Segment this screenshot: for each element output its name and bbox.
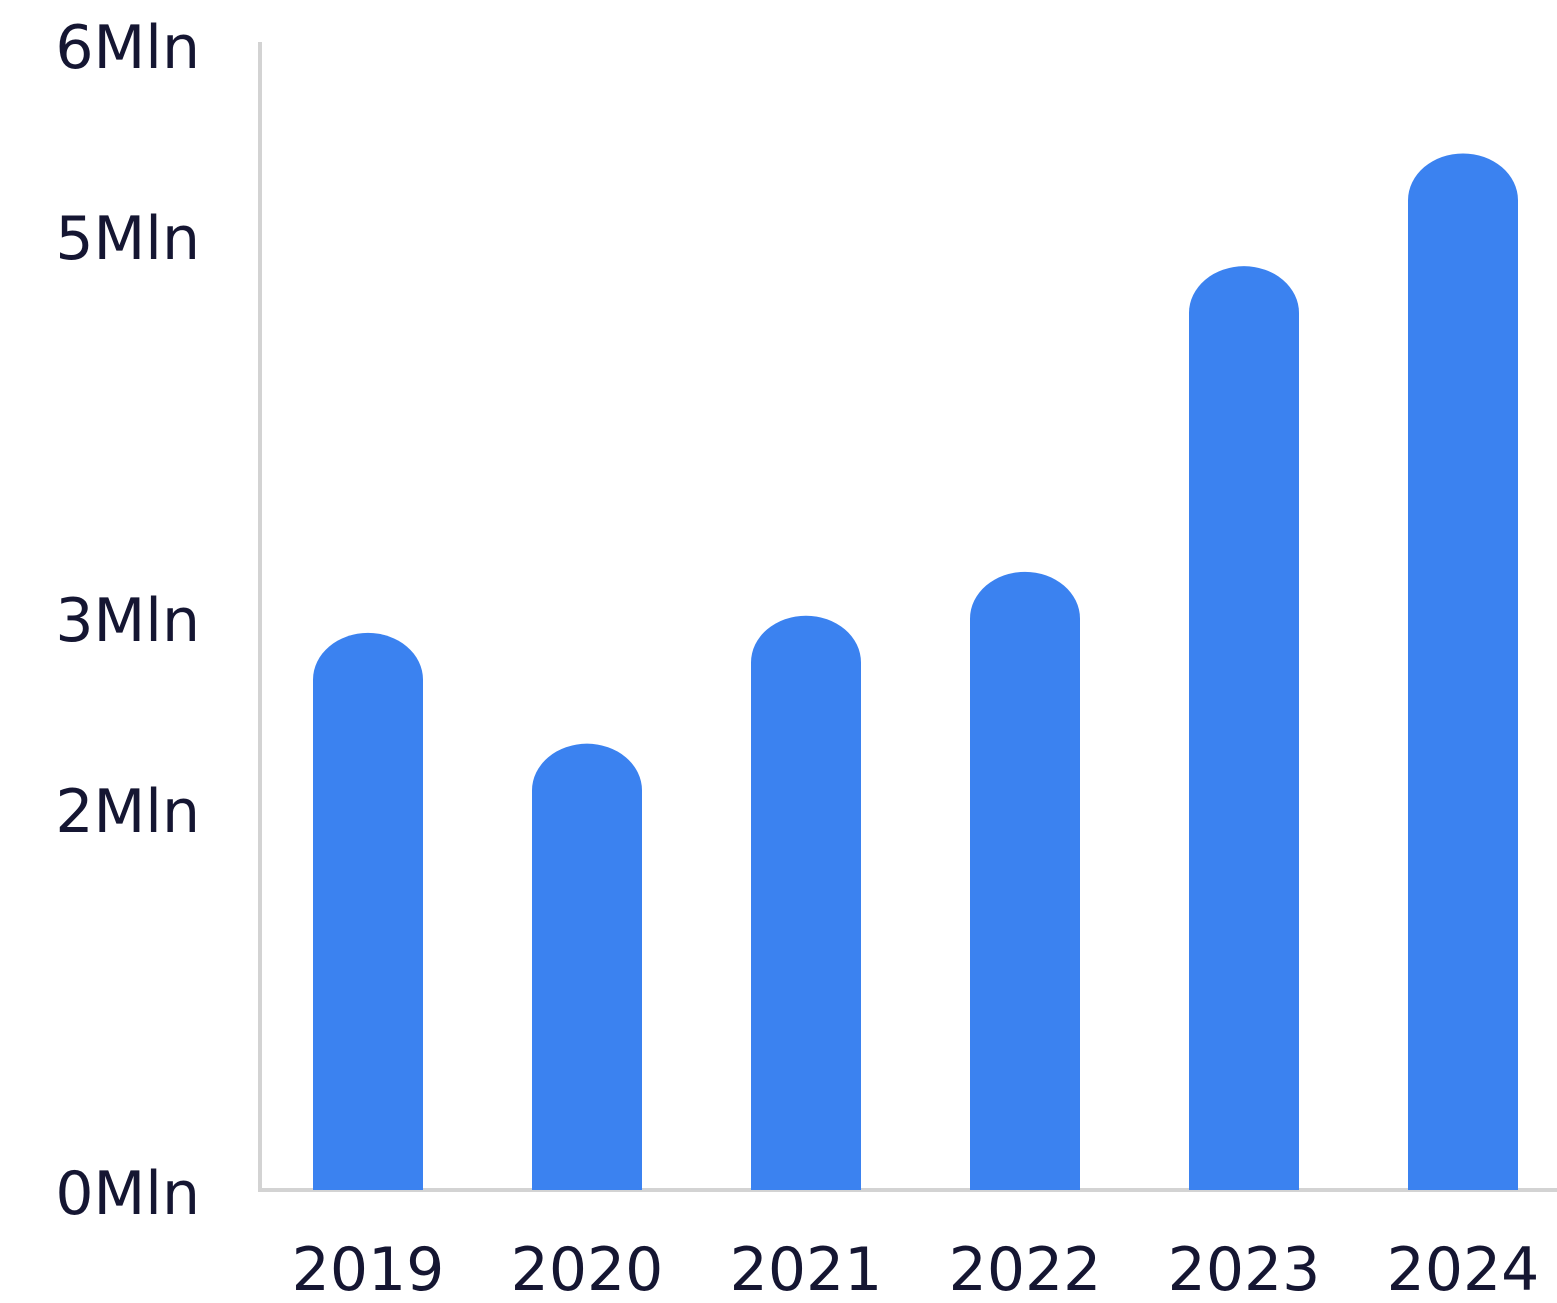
bar-2022 (970, 571, 1080, 1190)
x-axis-labels: 2019 2020 2021 2022 2023 2024 (292, 1235, 1540, 1303)
x-tick-label-2024: 2024 (1387, 1235, 1540, 1303)
y-tick-label-2: 3Mln (55, 586, 200, 656)
bar-2023 (1189, 266, 1299, 1190)
bars (313, 153, 1518, 1191)
x-tick-label-2022: 2022 (949, 1235, 1102, 1303)
bar-2024 (1407, 153, 1518, 1191)
x-tick-label-2023: 2023 (1168, 1235, 1321, 1303)
y-tick-label-1: 2Mln (55, 777, 200, 847)
x-tick-label-2020: 2020 (511, 1235, 664, 1303)
y-tick-label-4: 6Mln (55, 13, 200, 83)
x-tick-label-2019: 2019 (292, 1235, 445, 1303)
bar-2019 (313, 632, 423, 1190)
y-tick-label-3: 5Mln (55, 204, 200, 274)
bar-2020 (532, 743, 642, 1190)
x-tick-label-2021: 2021 (730, 1235, 883, 1303)
bar-2021 (751, 615, 861, 1190)
y-axis-ticks: 0Mln 2Mln 3Mln 5Mln 6Mln (55, 13, 200, 1229)
y-tick-label-0: 0Mln (55, 1159, 200, 1229)
